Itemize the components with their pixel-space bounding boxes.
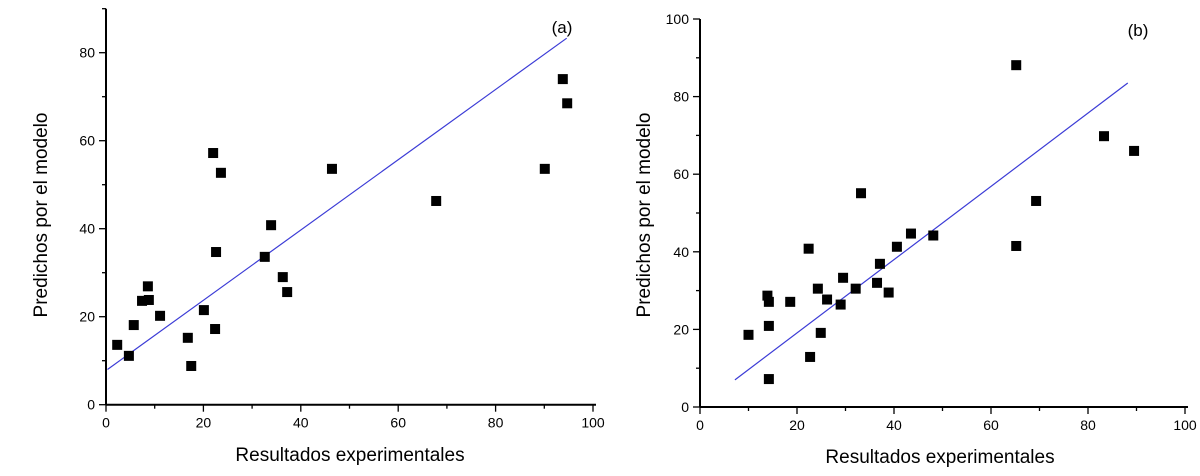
- x-tick-label: 60: [983, 417, 999, 433]
- data-point: [891, 241, 902, 252]
- data-point: [155, 310, 166, 321]
- data-point: [539, 163, 550, 174]
- data-point: [763, 374, 774, 385]
- data-point: [210, 324, 221, 335]
- y-tick-label: 20: [79, 309, 95, 325]
- data-point: [215, 167, 226, 178]
- data-point: [803, 243, 814, 254]
- data-point: [805, 351, 816, 362]
- data-point: [137, 295, 148, 306]
- data-point: [1129, 145, 1140, 156]
- data-point: [928, 230, 939, 241]
- data-point: [762, 290, 773, 301]
- data-point: [142, 281, 153, 292]
- data-point: [259, 251, 270, 262]
- x-tick-label: 0: [696, 417, 704, 433]
- x-tick-label: 100: [581, 415, 605, 431]
- y-tick-label: 60: [673, 166, 689, 182]
- x-axis-label: Resultados experimentales: [825, 447, 1054, 468]
- data-point: [266, 220, 277, 231]
- data-point: [431, 195, 442, 206]
- chart-panel-a: (a) Resultados experimentales Predichos …: [31, 8, 605, 466]
- x-tick-label: 40: [293, 415, 309, 431]
- y-axis-label: Predichos por el modelo: [31, 113, 52, 318]
- x-tick-label: 100: [1173, 417, 1197, 433]
- data-point: [743, 329, 754, 340]
- data-point: [850, 283, 861, 294]
- data-point: [1099, 131, 1110, 142]
- data-point: [785, 296, 796, 307]
- data-point: [128, 320, 139, 331]
- data-point: [763, 296, 774, 307]
- data-point: [182, 332, 193, 343]
- data-point: [1011, 60, 1022, 71]
- y-axis-label: Predichos por el modelo: [634, 113, 655, 318]
- data-point: [835, 299, 846, 310]
- panel-label: (b): [1128, 21, 1149, 40]
- data-point: [277, 272, 288, 283]
- data-point: [872, 277, 883, 288]
- y-tick-label: 80: [79, 45, 95, 61]
- data-point: [123, 350, 134, 361]
- x-tick-label: 80: [488, 415, 504, 431]
- x-tick-label: 80: [1080, 417, 1096, 433]
- data-point: [763, 320, 774, 331]
- data-point: [208, 148, 219, 159]
- y-tick-label: 0: [681, 399, 689, 415]
- x-axis-label: Resultados experimentales: [235, 445, 464, 466]
- data-point: [557, 74, 568, 85]
- data-point: [326, 163, 337, 174]
- y-tick-label: 20: [673, 321, 689, 337]
- x-tick-label: 40: [886, 417, 902, 433]
- x-tick-label: 0: [102, 415, 110, 431]
- data-point: [856, 188, 867, 199]
- data-point: [1031, 195, 1042, 206]
- fit-line: [107, 37, 568, 370]
- panel-label: (a): [552, 18, 573, 37]
- y-tick-label: 80: [673, 89, 689, 105]
- data-point: [562, 98, 573, 109]
- data-point: [186, 360, 197, 371]
- data-point: [143, 294, 154, 305]
- y-tick-label: 60: [79, 133, 95, 149]
- data-point: [838, 272, 849, 283]
- data-point: [211, 247, 222, 258]
- x-tick-label: 20: [196, 415, 212, 431]
- data-point: [822, 294, 833, 305]
- data-point: [282, 287, 293, 298]
- x-tick-label: 20: [789, 417, 805, 433]
- y-tick-label: 40: [673, 244, 689, 260]
- data-point: [1011, 240, 1022, 251]
- data-point: [198, 305, 209, 316]
- data-point: [905, 228, 916, 239]
- y-tick-label: 0: [87, 397, 95, 413]
- y-tick-label: 40: [79, 221, 95, 237]
- data-point: [874, 258, 885, 269]
- data-point: [815, 327, 826, 338]
- data-point: [883, 287, 894, 298]
- x-tick-label: 60: [390, 415, 406, 431]
- chart-panel-b: (b) Resultados experimentales Predichos …: [634, 11, 1197, 468]
- data-point: [812, 283, 823, 294]
- data-point: [112, 339, 123, 350]
- y-tick-label: 100: [666, 11, 690, 27]
